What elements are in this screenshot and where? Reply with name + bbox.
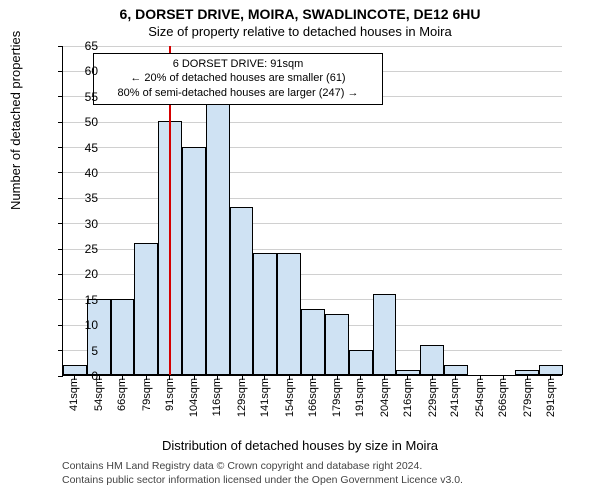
gridline-h — [63, 172, 562, 173]
x-axis-label: Distribution of detached houses by size … — [0, 438, 600, 453]
ytick-label: 40 — [60, 166, 98, 180]
xtick-label: 116sqm — [211, 378, 223, 416]
xtick-label: 91sqm — [164, 378, 176, 411]
ytick-label: 5 — [60, 344, 98, 358]
xtick-label: 279sqm — [522, 378, 534, 417]
xtick-label: 154sqm — [284, 378, 296, 417]
histogram-bar — [277, 253, 301, 375]
gridline-h — [63, 46, 562, 47]
gridline-h — [63, 198, 562, 199]
gridline-h — [63, 122, 562, 123]
chart-title-sub: Size of property relative to detached ho… — [0, 24, 600, 39]
xtick-label: 291sqm — [545, 378, 557, 417]
annotation-box: 6 DORSET DRIVE: 91sqm← 20% of detached h… — [93, 53, 383, 106]
xtick-label: 266sqm — [497, 378, 509, 417]
histogram-bar — [349, 350, 373, 375]
histogram-bar — [182, 147, 206, 375]
chart-title-main: 6, DORSET DRIVE, MOIRA, SWADLINCOTE, DE1… — [0, 6, 600, 22]
histogram-bar — [230, 207, 254, 375]
gridline-h — [63, 223, 562, 224]
footer-attribution: Contains HM Land Registry data © Crown c… — [62, 460, 463, 487]
annotation-line: 6 DORSET DRIVE: 91sqm — [100, 57, 376, 72]
histogram-bar — [87, 299, 111, 375]
histogram-bar — [444, 365, 468, 375]
xtick-label: 166sqm — [307, 378, 319, 417]
histogram-bar — [206, 96, 230, 375]
annotation-line: 80% of semi-detached houses are larger (… — [100, 86, 376, 101]
xtick-label: 141sqm — [259, 378, 271, 417]
histogram-bar — [539, 365, 563, 375]
plot-area: 6 DORSET DRIVE: 91sqm← 20% of detached h… — [62, 46, 562, 376]
annotation-line: ← 20% of detached houses are smaller (61… — [100, 71, 376, 86]
ytick-label: 25 — [60, 242, 98, 256]
histogram-bar — [134, 243, 158, 375]
ytick-label: 35 — [60, 191, 98, 205]
footer-line-2: Contains public sector information licen… — [62, 474, 463, 488]
histogram-bar — [325, 314, 349, 375]
histogram-bar — [253, 253, 277, 375]
ytick-label: 65 — [60, 39, 98, 53]
xtick-label: 204sqm — [379, 378, 391, 417]
xtick-label: 254sqm — [474, 378, 486, 417]
gridline-h — [63, 147, 562, 148]
ytick-label: 10 — [60, 318, 98, 332]
footer-line-1: Contains HM Land Registry data © Crown c… — [62, 460, 463, 474]
xtick-label: 129sqm — [236, 378, 248, 417]
xtick-label: 216sqm — [402, 378, 414, 417]
xtick-label: 179sqm — [331, 378, 343, 417]
histogram-bar — [373, 294, 397, 375]
xtick-label: 66sqm — [116, 378, 128, 411]
xtick-label: 191sqm — [354, 378, 366, 417]
ytick-label: 50 — [60, 115, 98, 129]
xtick-label: 79sqm — [141, 378, 153, 411]
histogram-bar — [420, 345, 444, 375]
ytick-label: 55 — [60, 90, 98, 104]
ytick-label: 30 — [60, 217, 98, 231]
xtick-label: 104sqm — [188, 378, 200, 417]
y-axis-label: Number of detached properties — [8, 31, 23, 210]
ytick-label: 20 — [60, 267, 98, 281]
histogram-bar — [301, 309, 325, 375]
chart-container: 6, DORSET DRIVE, MOIRA, SWADLINCOTE, DE1… — [0, 0, 600, 500]
ytick-label: 0 — [60, 369, 98, 383]
xtick-label: 229sqm — [427, 378, 439, 417]
ytick-label: 45 — [60, 141, 98, 155]
histogram-bar — [111, 299, 135, 375]
ytick-label: 60 — [60, 64, 98, 78]
xtick-label: 241sqm — [449, 378, 461, 417]
ytick-label: 15 — [60, 293, 98, 307]
